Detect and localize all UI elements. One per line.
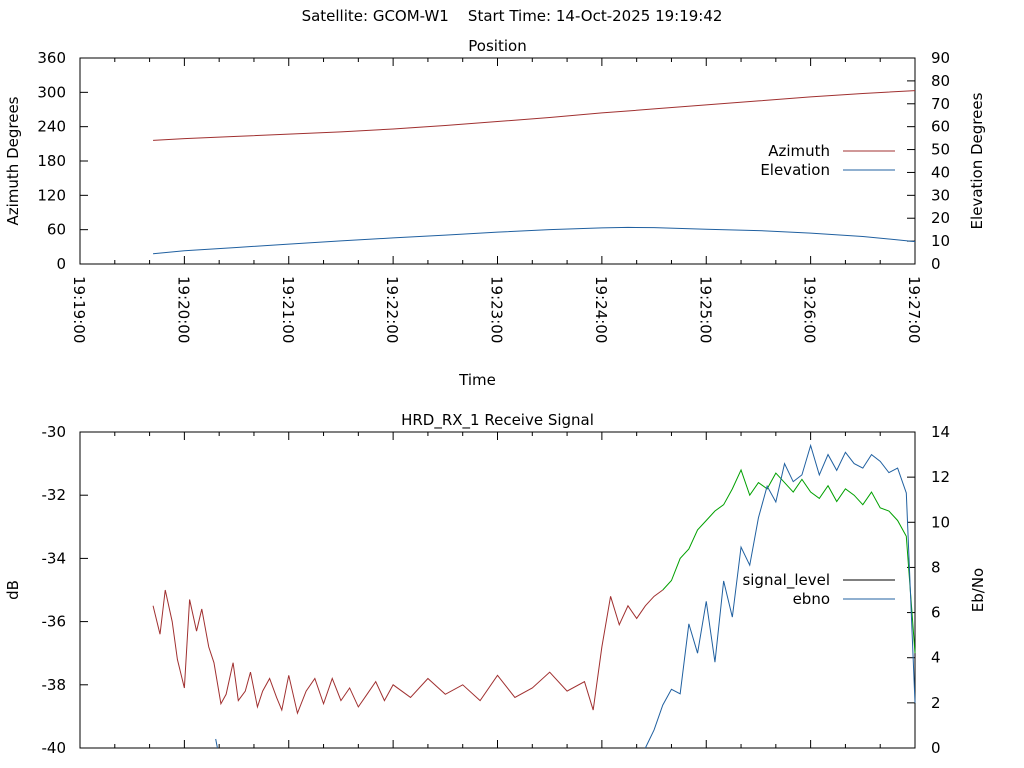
y2-tick-label: 14: [931, 423, 950, 441]
series-line-Azimuth: [153, 90, 916, 141]
y-tick-label: -40: [42, 739, 67, 757]
y-tick-label: 180: [37, 152, 66, 170]
chart-title: Position: [468, 37, 526, 55]
y2-tick-label: 0: [931, 255, 941, 273]
series-line-signal_level: [152, 589, 664, 715]
y2-tick-label: 10: [931, 513, 950, 531]
x-tick-label: 19:19:00: [70, 276, 88, 343]
y-tick-label: -30: [42, 423, 67, 441]
x-tick-label: 19:23:00: [488, 276, 506, 343]
chart-title: HRD_RX_1 Receive Signal: [401, 411, 594, 430]
x-tick-label: 19:27:00: [905, 276, 923, 343]
y2-tick-label: 10: [931, 232, 950, 250]
y2-tick-label: 12: [931, 468, 950, 486]
series-line-ebno-early: [215, 738, 218, 749]
x-tick-label: 19:24:00: [592, 276, 610, 343]
y-tick-label: -38: [42, 676, 67, 694]
y-tick-label: 120: [37, 186, 66, 204]
y2-tick-label: 60: [931, 118, 950, 136]
x-tick-label: 19:20:00: [174, 276, 192, 343]
y2-tick-label: 4: [931, 649, 941, 667]
y2-tick-label: 50: [931, 141, 950, 159]
y2-tick-label: 40: [931, 163, 950, 181]
x-tick-label: 19:21:00: [279, 276, 297, 343]
y-tick-label: 240: [37, 118, 66, 136]
y2-tick-label: 30: [931, 186, 950, 204]
y-tick-label: -34: [42, 549, 67, 567]
y-tick-label: 60: [47, 221, 66, 239]
series-line-Elevation: [153, 226, 916, 255]
plot-frame: [79, 431, 916, 749]
series-line-ebno: [644, 443, 916, 749]
y2-axis-label: Elevation Degrees: [968, 92, 986, 229]
y2-axis-label: Eb/No: [969, 568, 987, 612]
x-tick-label: 19:22:00: [383, 276, 401, 343]
legend-label: ebno: [793, 590, 830, 608]
y2-tick-label: 80: [931, 72, 950, 90]
y-axis-label: Azimuth Degrees: [4, 96, 22, 225]
legend-label: Elevation: [760, 161, 830, 179]
y2-tick-label: 8: [931, 558, 941, 576]
y-tick-label: 0: [56, 255, 66, 273]
y2-tick-label: 2: [931, 694, 941, 712]
y2-tick-label: 70: [931, 95, 950, 113]
x-tick-label: 19:25:00: [696, 276, 714, 343]
y-tick-label: -36: [42, 613, 67, 631]
y2-tick-label: 0: [931, 739, 941, 757]
y2-tick-label: 90: [931, 49, 950, 67]
x-axis-label: Time: [458, 371, 496, 389]
y-tick-label: 360: [37, 49, 66, 67]
legend-label: signal_level: [742, 571, 830, 590]
x-tick-label: 19:26:00: [801, 276, 819, 343]
y-tick-label: -32: [42, 486, 67, 504]
y-tick-label: 300: [37, 83, 66, 101]
page-title: Satellite: GCOM-W1 Start Time: 14-Oct-20…: [301, 7, 723, 25]
y2-tick-label: 20: [931, 209, 950, 227]
y-axis-label: dB: [4, 580, 22, 600]
legend-label: Azimuth: [768, 142, 830, 160]
series-line-signal_level-locked: [662, 468, 916, 654]
y2-tick-label: 6: [931, 604, 941, 622]
